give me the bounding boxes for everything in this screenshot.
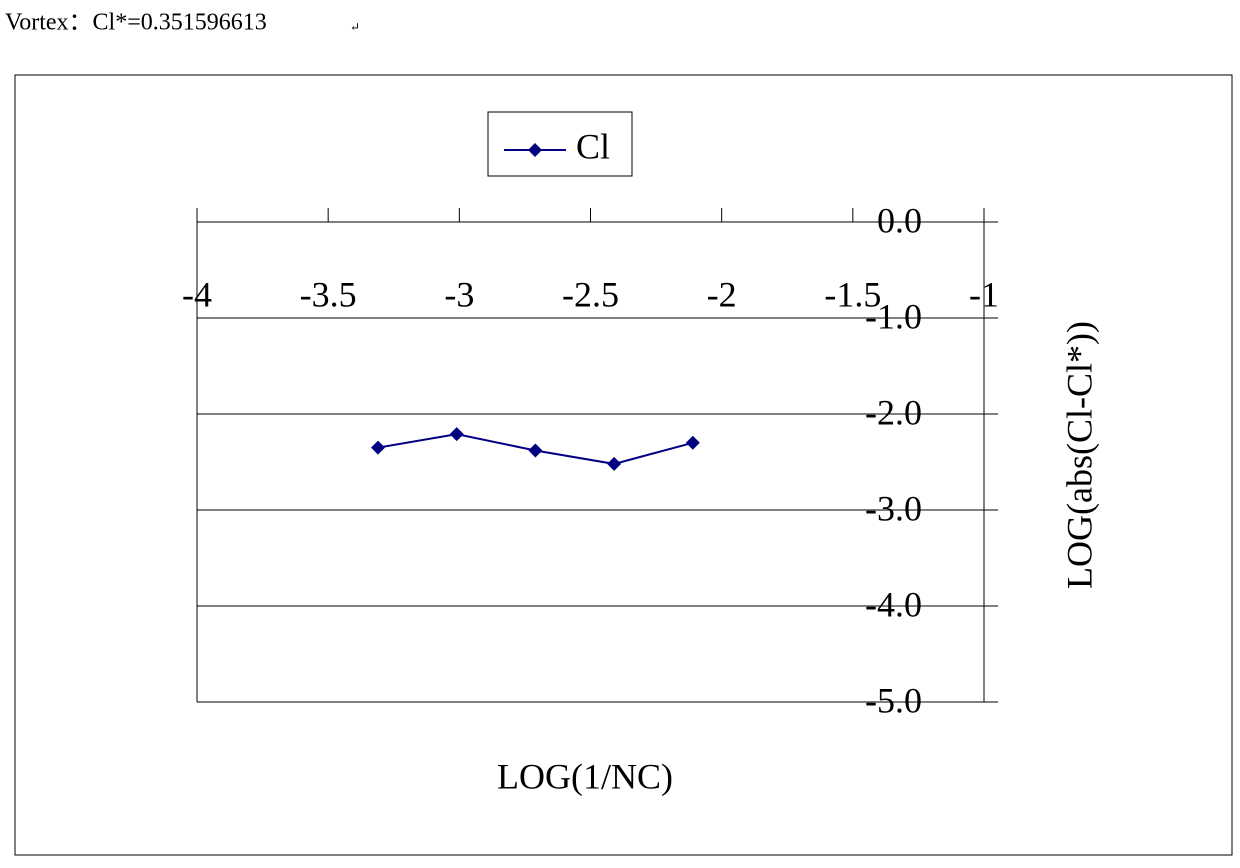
data-point <box>607 456 622 471</box>
legend-marker <box>528 143 542 157</box>
x-tick-label: -4 <box>182 274 212 314</box>
x-tick-label: -2 <box>707 274 737 314</box>
y-tick-label: 0.0 <box>877 200 922 240</box>
x-tick-label: -3.5 <box>300 274 357 314</box>
data-point <box>528 443 543 458</box>
y-tick-label: -2.0 <box>865 392 922 432</box>
x-tick-label: -2.5 <box>562 274 619 314</box>
data-point <box>449 427 464 442</box>
x-axis-label: LOG(1/NC) <box>497 756 673 796</box>
y-tick-label: -1.0 <box>865 296 922 336</box>
return-mark: ↵ <box>350 20 360 34</box>
x-tick-label: -1 <box>969 274 999 314</box>
x-tick-label: -3 <box>444 274 474 314</box>
data-point <box>371 440 386 455</box>
y-tick-label: -3.0 <box>865 488 922 528</box>
y-tick-label: -5.0 <box>865 680 922 720</box>
chart-frame <box>14 74 1233 856</box>
legend-label: Cl <box>576 126 610 166</box>
caption: Vortex：Cl*=0.351596613 <box>5 10 267 36</box>
legend-box <box>487 111 633 177</box>
x-tick-label: -1.5 <box>824 274 881 314</box>
y-tick-label: -4.0 <box>865 584 922 624</box>
y-axis-label: LOG(abs(Cl-Cl*)) <box>1059 321 1099 589</box>
data-point <box>685 435 700 450</box>
